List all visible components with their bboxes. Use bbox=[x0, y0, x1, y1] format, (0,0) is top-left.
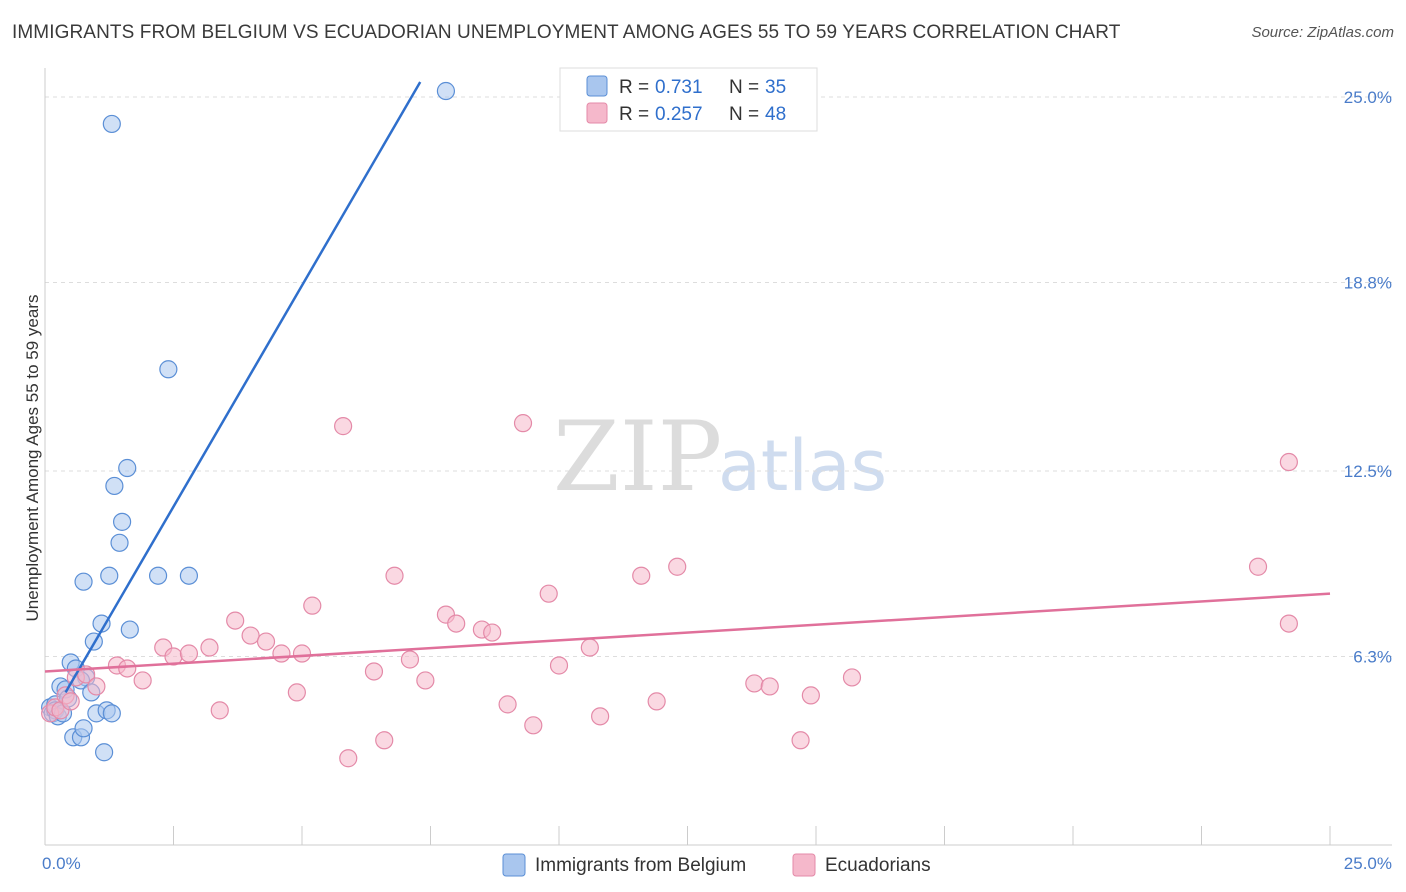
ecuadorian-point-47 bbox=[801, 686, 820, 705]
watermark: ZIP atlas bbox=[553, 401, 887, 513]
ecuadorian-point-48 bbox=[842, 668, 862, 687]
ecuadorian-point-14 bbox=[200, 638, 219, 657]
belgium-point-33 bbox=[179, 566, 199, 585]
ecuadorian-point-13 bbox=[179, 644, 199, 663]
ecuadorian-point-18 bbox=[256, 632, 276, 651]
ecuadorian-point-50 bbox=[1279, 614, 1298, 633]
ecuadorian-point-15 bbox=[210, 701, 229, 720]
ecuadorian-point-7 bbox=[87, 677, 106, 696]
ecuadorian-point-34 bbox=[498, 695, 517, 714]
ecuadorian-point-39 bbox=[580, 638, 599, 657]
belgium-point-25 bbox=[112, 512, 132, 531]
y-tick-labels: 6.3% 12.5% 18.8% 25.0% bbox=[1344, 88, 1392, 667]
legend-n-label-2: N = bbox=[729, 104, 759, 125]
watermark-atlas: atlas bbox=[718, 425, 887, 507]
y-tick-label-2: 18.8% bbox=[1344, 274, 1392, 293]
legend-r-value-1: 0.731 bbox=[655, 77, 703, 98]
ecuadorian-point-46 bbox=[791, 731, 810, 750]
ecuadorian-point-28 bbox=[400, 650, 420, 669]
source-label: Source: ZipAtlas.com bbox=[1251, 24, 1394, 41]
ecuadorian-point-31 bbox=[447, 614, 466, 633]
gridlines bbox=[45, 96, 1392, 658]
belgium-point-29 bbox=[102, 114, 121, 134]
y-tick-label-1: 12.5% bbox=[1344, 462, 1392, 481]
belgium-trendline bbox=[64, 81, 422, 694]
x-axis-ticks bbox=[44, 826, 1331, 845]
ecuadorian-point-22 bbox=[303, 596, 322, 615]
ecuadorian-point-23 bbox=[334, 417, 353, 436]
chart-title: IMMIGRANTS FROM BELGIUM VS ECUADORIAN UN… bbox=[12, 22, 1121, 43]
legend-n-label-1: N = bbox=[729, 77, 759, 98]
ecuadorian-point-37 bbox=[539, 584, 558, 603]
bottom-legend-swatch-pink bbox=[792, 853, 816, 877]
legend-r-label-1: R = bbox=[619, 77, 649, 98]
bottom-legend-swatch-blue bbox=[502, 853, 526, 877]
ecuadorian-point-20 bbox=[287, 683, 306, 702]
ecuadorian-point-40 bbox=[591, 707, 610, 726]
ecuadorian-point-9 bbox=[118, 659, 137, 678]
bottom-legend-label-ecuadorians: Ecuadorians bbox=[825, 855, 931, 876]
x-tick-label-min: 0.0% bbox=[42, 854, 81, 873]
ecuadorian-point-44 bbox=[745, 674, 764, 693]
belgium-point-28 bbox=[102, 704, 121, 723]
ecuadorian-point-19 bbox=[272, 644, 291, 663]
belgium-point-32 bbox=[159, 360, 178, 379]
ecuadorian-point-38 bbox=[549, 656, 569, 675]
y-tick-label-0: 6.3% bbox=[1353, 648, 1392, 667]
belgium-point-13 bbox=[74, 719, 93, 738]
belgium-point-23 bbox=[105, 476, 124, 496]
ecuadorian-trendline bbox=[44, 592, 1331, 673]
ecuadorian-point-42 bbox=[647, 692, 666, 711]
legend-swatch-blue bbox=[586, 75, 608, 97]
belgium-point-22 bbox=[100, 566, 119, 585]
ecuadorian-point-16 bbox=[226, 611, 245, 630]
series-legend: Immigrants from Belgium Ecuadorians bbox=[502, 853, 931, 877]
trendlines bbox=[44, 81, 1331, 694]
legend-swatch-pink bbox=[586, 102, 608, 124]
ecuadorian-point-21 bbox=[292, 644, 312, 663]
legend-r-value-2: 0.257 bbox=[655, 104, 703, 125]
belgium-point-20 bbox=[95, 743, 114, 762]
belgium-point-27 bbox=[74, 572, 93, 591]
ecuadorian-point-17 bbox=[241, 626, 260, 645]
belgium-point-31 bbox=[148, 566, 168, 585]
ecuadorian-point-27 bbox=[385, 566, 404, 585]
correlation-legend: R = 0.731 N = 35 R = 0.257 N = 48 bbox=[559, 67, 818, 132]
watermark-zip: ZIP bbox=[553, 401, 722, 513]
legend-n-value-2: 48 bbox=[765, 104, 786, 125]
belgium-point-26 bbox=[120, 620, 139, 639]
ecuadorian-point-33 bbox=[483, 623, 502, 642]
legend-n-value-1: 35 bbox=[765, 77, 786, 98]
legend-r-label-2: R = bbox=[619, 104, 649, 125]
ecuadorian-point-25 bbox=[364, 662, 384, 681]
ecuadorian-point-26 bbox=[375, 731, 394, 750]
ecuadorian-point-10 bbox=[133, 671, 152, 690]
ecuadorian-point-49 bbox=[1248, 557, 1268, 576]
belgium-point-24 bbox=[110, 533, 129, 552]
ecuadorian-point-43 bbox=[668, 557, 687, 576]
series-points bbox=[41, 81, 1298, 768]
ecuadorian-point-35 bbox=[513, 414, 533, 433]
belgium-point-30 bbox=[118, 458, 137, 478]
ecuadorian-point-4 bbox=[61, 692, 80, 711]
y-tick-label-3: 25.0% bbox=[1344, 88, 1392, 107]
ecuadorian-point-29 bbox=[416, 671, 435, 690]
ecuadorian-point-51 bbox=[1279, 452, 1298, 472]
y-axis-label: Unemployment Among Ages 55 to 59 years bbox=[23, 295, 42, 622]
belgium-point-34 bbox=[436, 81, 456, 101]
ecuadorian-point-24 bbox=[339, 749, 358, 768]
ecuadorian-point-41 bbox=[632, 566, 651, 585]
x-tick-label-max: 25.0% bbox=[1344, 854, 1392, 873]
ecuadorian-point-36 bbox=[524, 716, 543, 735]
ecuadorian-point-45 bbox=[760, 677, 779, 696]
bottom-legend-label-belgium: Immigrants from Belgium bbox=[535, 855, 746, 876]
